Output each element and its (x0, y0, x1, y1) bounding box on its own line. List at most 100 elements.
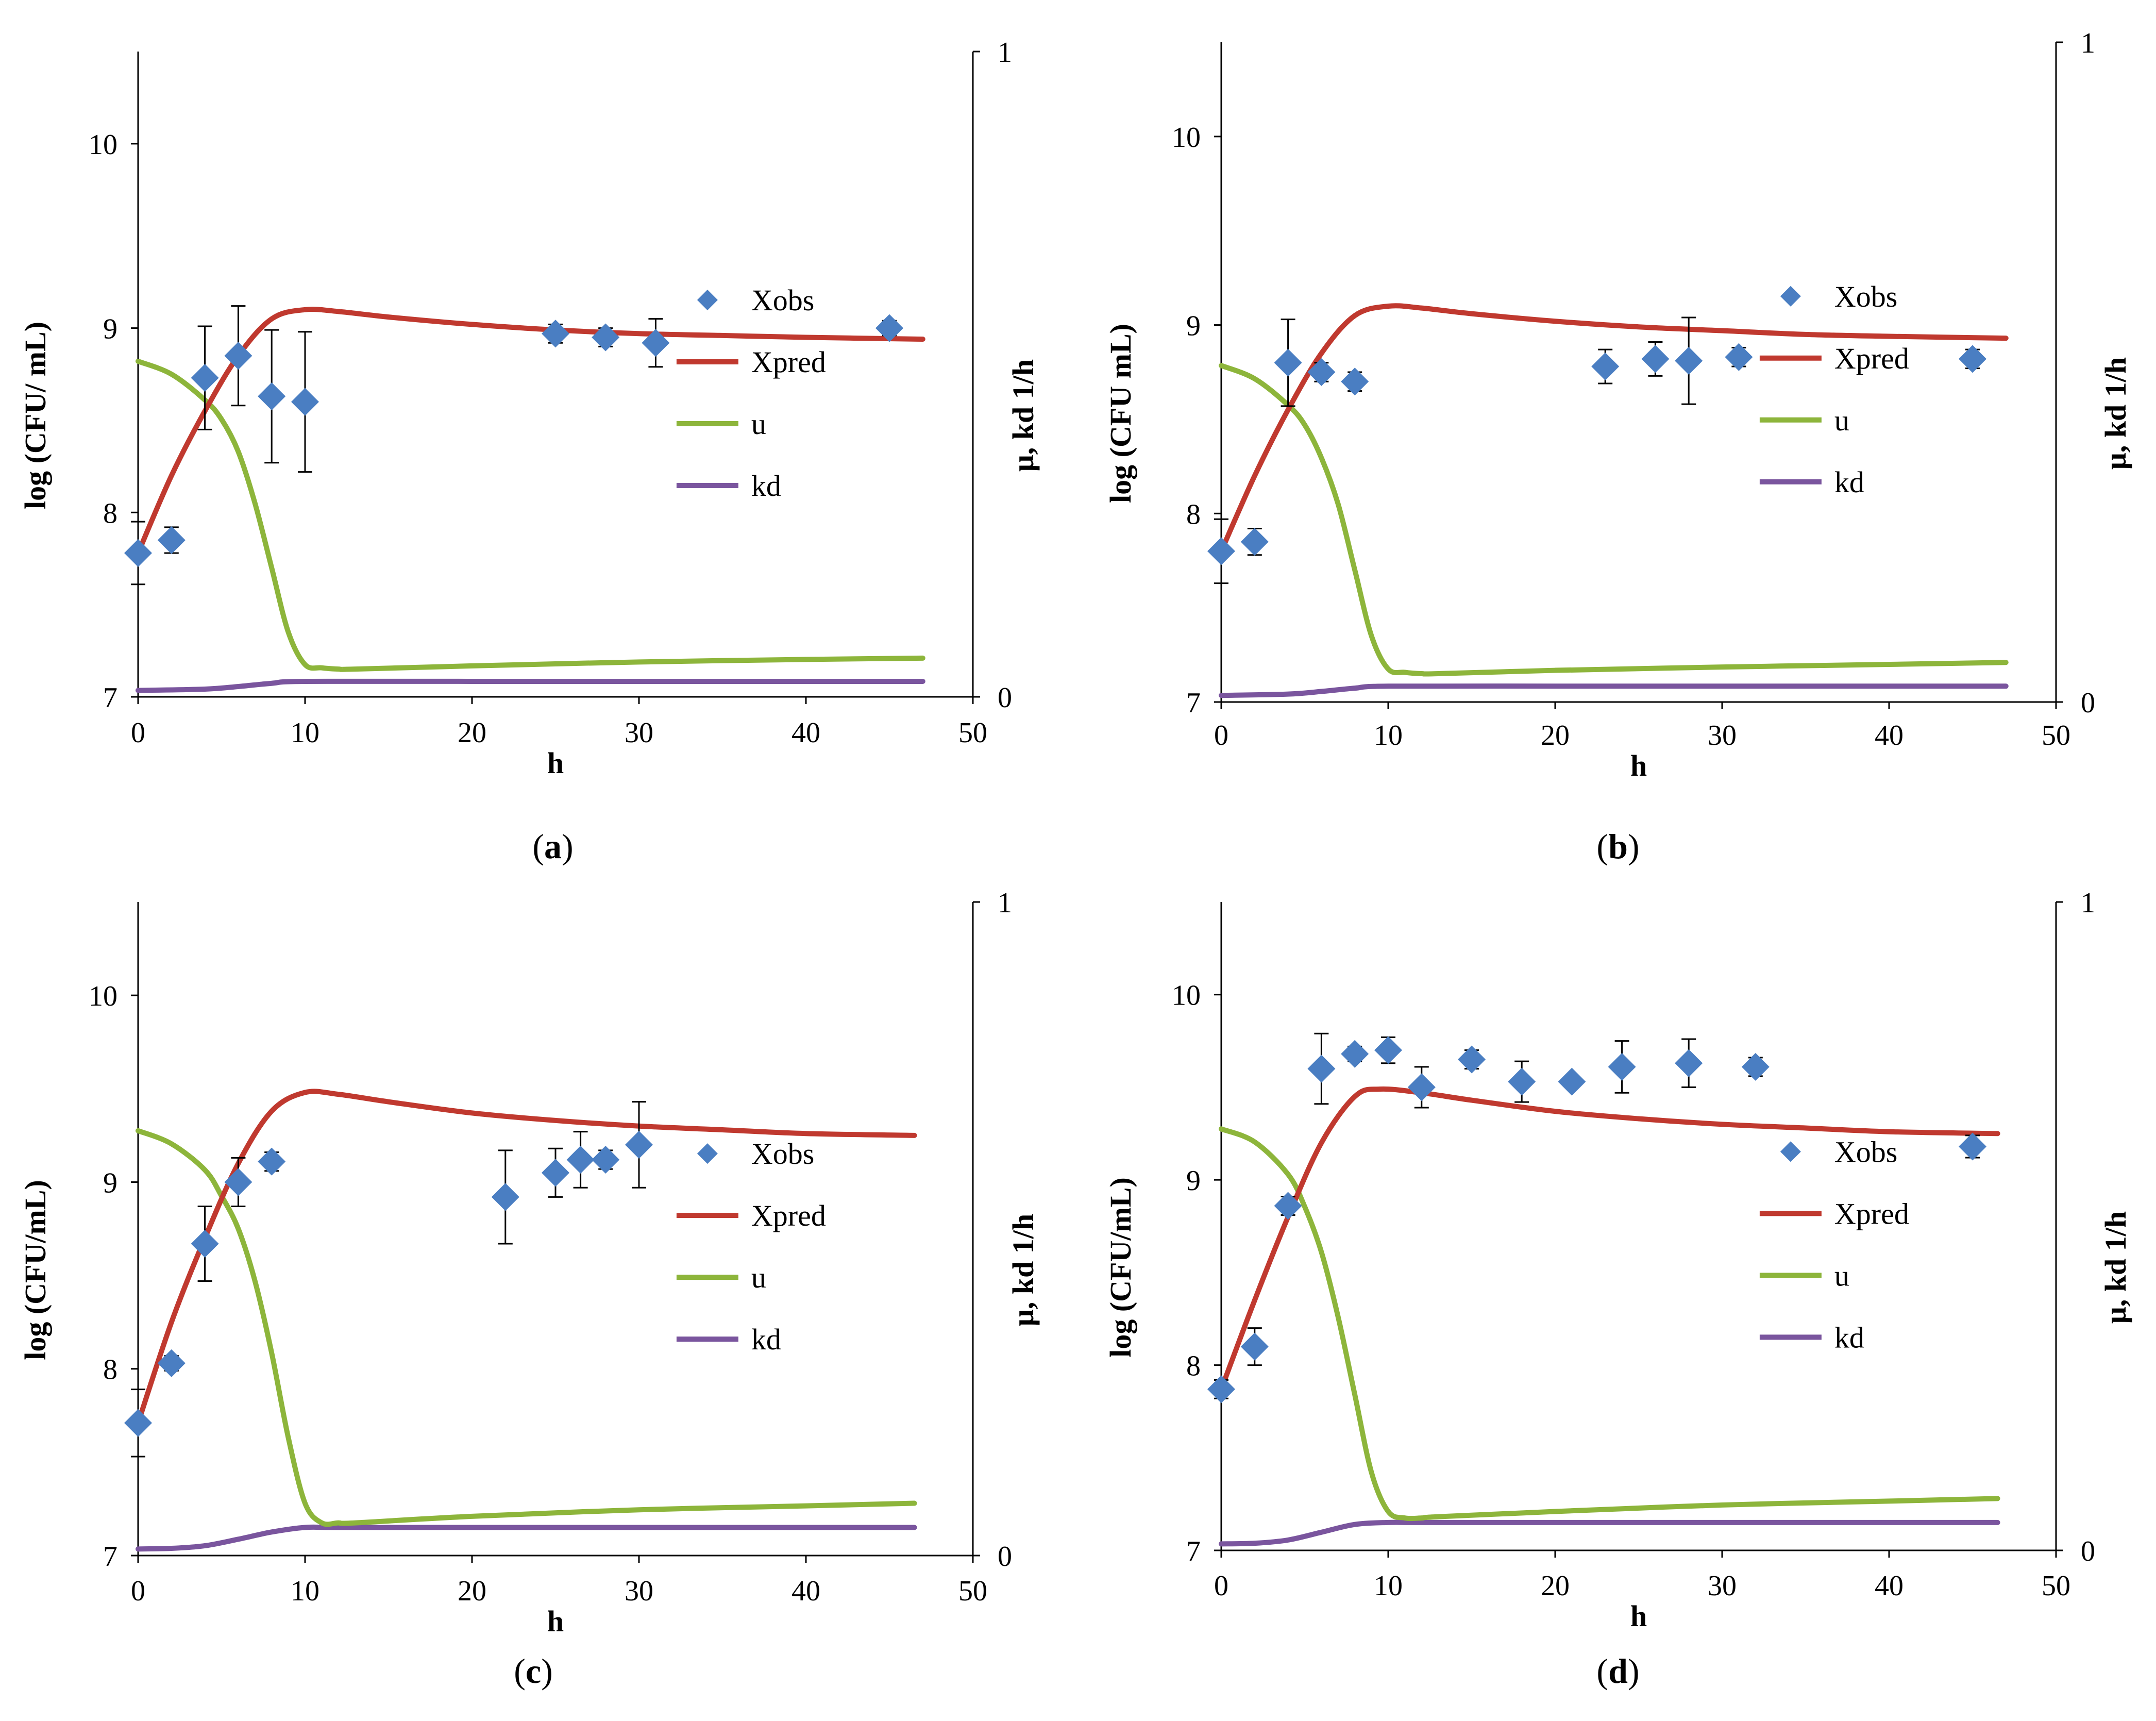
x-tick-label: 0 (1214, 720, 1228, 751)
y-tick-label: 10 (1172, 122, 1201, 154)
legend-label-kd: kd (751, 1323, 781, 1356)
xobs-point (157, 1349, 186, 1377)
xobs-point (1508, 1067, 1536, 1096)
panel-caption: (c) (514, 1651, 553, 1691)
legend-label-u: u (751, 1261, 766, 1294)
y-axis-title: log (CFU mL) (1104, 324, 1137, 503)
panel-c: 0 10 20 30 40 50 7 8 9 10 0 1 log (CFU/mL) μ, kd 1/h h… (19, 887, 1040, 1691)
y-tick-label: 9 (1186, 1165, 1201, 1197)
y2-tick-label: 1 (998, 37, 1012, 69)
x-tick-label: 20 (458, 717, 486, 749)
xobs-point (1458, 1045, 1486, 1074)
xobs-point (1240, 528, 1269, 556)
series-line-Xpred (1219, 303, 2009, 554)
x-tick-label: 40 (1875, 1570, 1904, 1602)
legend-label-Xobs: Xobs (1834, 1135, 1897, 1168)
caption-close: ) (541, 1651, 553, 1691)
x-tick-label: 30 (625, 717, 653, 749)
x-tick-label: 50 (2042, 720, 2070, 751)
xobs-point (1741, 1052, 1770, 1081)
y-tick-label: 9 (103, 1167, 117, 1199)
y-tick-label: 7 (103, 682, 117, 714)
xobs-point (291, 388, 319, 416)
x-tick-label: 20 (458, 1575, 486, 1607)
legend-label-kd: kd (1834, 465, 1864, 499)
xobs-point (1959, 345, 1986, 373)
series-line-kd (136, 1524, 917, 1552)
panel-caption: (b) (1596, 827, 1639, 866)
caption-close: ) (1628, 827, 1640, 866)
caption-letter: a (544, 827, 562, 866)
caption-letter: d (1608, 1651, 1628, 1691)
xobs-point (191, 1229, 219, 1258)
series-line-kd (1219, 683, 2009, 698)
x-tick-label: 0 (131, 1575, 145, 1607)
panel-b: 0 10 20 30 40 50 7 8 9 10 0 1 log (CFU mL) μ, kd 1/h h… (1104, 27, 2132, 866)
x-tick-label: 10 (1374, 720, 1403, 751)
xobs-point (258, 1147, 286, 1176)
xobs-point (1407, 1073, 1436, 1101)
y-axis-title: log (CFU/mL) (19, 1180, 52, 1360)
legend-label-Xpred: Xpred (751, 345, 826, 379)
x-tick-label: 30 (625, 1575, 653, 1607)
legend-label-Xpred: Xpred (1834, 342, 1909, 375)
x-tick-label: 20 (1541, 720, 1570, 751)
y-tick-label: 7 (1186, 687, 1201, 719)
xobs-point (1274, 348, 1302, 377)
y2-axis-title: μ, kd 1/h (1006, 359, 1040, 472)
xobs-point (1341, 1040, 1369, 1068)
xobs-point (224, 1168, 252, 1196)
y2-axis-title: μ, kd 1/h (1006, 1214, 1040, 1326)
y2-tick-label: 0 (2081, 687, 2095, 719)
x-tick-label: 30 (1708, 1570, 1737, 1602)
x-tick-label: 40 (1875, 720, 1904, 751)
series-line-Xpred (1219, 1086, 2000, 1392)
legend-marker-Xobs (1780, 286, 1801, 307)
xobs-point (124, 539, 152, 567)
xobs-point (124, 1409, 152, 1437)
y2-axis-title: μ, kd 1/h (2099, 1211, 2132, 1324)
caption-open: ( (1596, 827, 1608, 866)
y2-tick-label: 0 (998, 1541, 1012, 1573)
x-tick-label: 50 (958, 717, 987, 749)
y-tick-label: 8 (103, 497, 117, 529)
legend-label-Xobs: Xobs (751, 283, 814, 317)
xobs-point (157, 526, 186, 554)
caption-open: ( (1596, 1651, 1608, 1691)
series-line-kd (1219, 1519, 2000, 1547)
xobs-point (1274, 1192, 1302, 1220)
xobs-point (1341, 367, 1369, 396)
xobs-point (592, 323, 620, 352)
xobs-point (1725, 343, 1753, 371)
x-axis-title: h (547, 746, 564, 780)
y-tick-label: 8 (1186, 1350, 1201, 1382)
xobs-point (1207, 537, 1235, 565)
x-tick-label: 50 (2042, 1570, 2070, 1602)
x-tick-label: 40 (791, 717, 820, 749)
xobs-point (875, 314, 903, 342)
x-axis-title: h (547, 1605, 564, 1638)
series-line-Xpred (136, 307, 925, 556)
legend-label-Xobs: Xobs (751, 1137, 814, 1171)
x-axis-title: h (1630, 749, 1647, 782)
x-tick-label: 10 (291, 717, 319, 749)
xobs-point (566, 1145, 595, 1174)
y-tick-label: 7 (103, 1541, 117, 1573)
x-tick-label: 0 (1214, 1570, 1228, 1602)
xobs-point (191, 364, 219, 392)
y-tick-label: 8 (103, 1354, 117, 1386)
y-axis-title: log (CFU/ mL) (19, 322, 52, 509)
y2-tick-label: 1 (998, 887, 1012, 919)
xobs-point (1307, 1055, 1336, 1083)
x-tick-label: 20 (1541, 1570, 1570, 1602)
xobs-point (1675, 1049, 1703, 1077)
y2-tick-label: 0 (998, 682, 1012, 714)
x-tick-label: 10 (291, 1575, 319, 1607)
caption-close: ) (1628, 1651, 1640, 1691)
legend-label-u: u (1834, 404, 1849, 437)
series-line-u (1219, 1126, 2000, 1522)
y2-tick-label: 0 (2081, 1535, 2095, 1567)
panel-caption: (a) (532, 827, 573, 866)
legend-label-u: u (751, 407, 766, 441)
